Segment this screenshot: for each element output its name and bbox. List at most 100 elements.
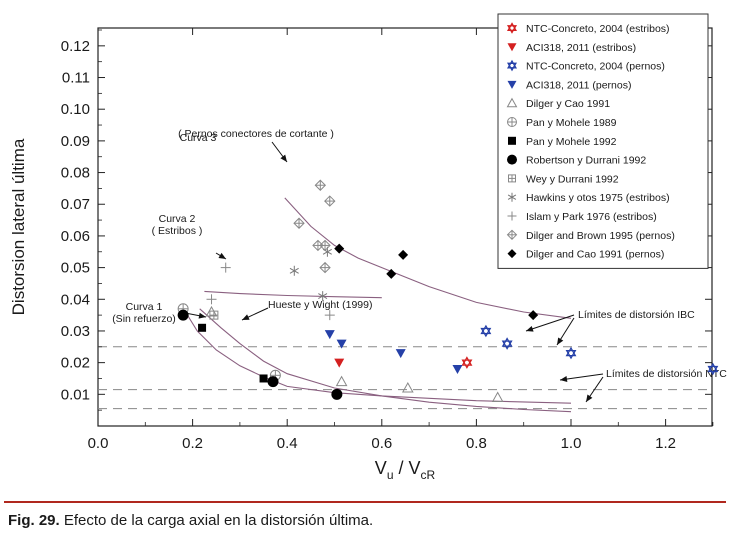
data-point-s11-p5 <box>319 261 331 274</box>
data-point-s3-p3 <box>452 364 463 374</box>
caption-figure-label: Fig. 29. <box>8 512 60 529</box>
legend-label-10: Islam y Park 1976 (estribos) <box>526 211 657 223</box>
data-point-s3-p1 <box>336 339 347 349</box>
legend-marker-6 <box>508 136 516 145</box>
legend-marker-1 <box>507 43 517 52</box>
data-point-s1-p0 <box>334 358 345 368</box>
legend-label-3: ACI318, 2011 (pernos) <box>526 79 631 91</box>
data-point-s2-p0 <box>480 324 492 338</box>
legend-label-8: Wey y Durrani 1992 <box>526 173 619 185</box>
legend-label-9: Hawkins y otos 1975 (estribos) <box>526 192 670 204</box>
x-tick-label: 0.2 <box>182 435 203 452</box>
curve-curva-1 <box>185 311 572 404</box>
x-tick-label: 0.0 <box>88 435 109 452</box>
data-point-s3-p0 <box>324 330 335 340</box>
data-point-s4-p1 <box>335 375 348 387</box>
legend-marker-8 <box>508 174 516 183</box>
y-tick-label: 0.08 <box>61 165 90 182</box>
legend-label-7: Robertson y Durrani 1992 <box>526 155 646 167</box>
legend-label-12: Dilger and Cao 1991 (pernos) <box>526 249 664 261</box>
x-axis-title: Vu / VcR <box>375 458 436 482</box>
annotation-ibc: Límites de distorsión IBC <box>578 309 695 321</box>
y-tick-label: 0.07 <box>61 196 90 213</box>
plot-area <box>97 27 713 427</box>
x-tick-label: 1.2 <box>655 435 676 452</box>
x-tick-label: 0.6 <box>371 435 392 452</box>
annotation-curva3-title: Curva 3 <box>180 132 217 144</box>
data-point-s3-p2 <box>395 349 406 359</box>
curve-curva-2 <box>204 290 382 299</box>
data-point-s6-p0 <box>198 323 207 332</box>
annotation-ibc-arrow-1-head <box>526 325 534 332</box>
y-axis-title: Distorsion lateral última <box>9 138 28 315</box>
legend-label-11: Dilger and Brown 1995 (pernos) <box>526 230 675 242</box>
annotation-curva1-title: Curva 1 <box>126 301 163 313</box>
annotation-curva2-arrow-head <box>218 252 226 259</box>
annotation-ntc: Límites de distorsión NTC <box>606 368 727 380</box>
data-point-s2-p2 <box>565 346 577 360</box>
legend-marker-12 <box>507 249 517 259</box>
data-point-s10-p2 <box>324 310 335 321</box>
annotation-hueste-arrow-head <box>242 314 250 320</box>
annotation-ibc-arrow-2-head <box>557 337 564 345</box>
curve-hueste-y-wight-1999- <box>199 308 572 413</box>
legend-marker-3 <box>507 80 517 89</box>
y-tick-label: 0.09 <box>61 133 90 150</box>
annotation-ntc-arrow-2-head <box>586 394 593 402</box>
figure-caption: Fig. 29. Efecto de la carga axial en la … <box>8 512 373 529</box>
data-point-s7-p1 <box>267 376 279 388</box>
legend-label-5: Pan y Mohele 1989 <box>526 117 617 129</box>
annotation-curva3-subtitle: ( Pernos conectores de cortante ) <box>178 128 334 140</box>
data-point-s0-p0 <box>461 356 473 369</box>
annotation-curva3-arrow-head <box>280 154 287 162</box>
y-tick-label: 0.04 <box>61 291 90 308</box>
y-tick-label: 0.02 <box>61 355 90 372</box>
annotation-curva2-subtitle: ( Estribos ) <box>152 225 203 237</box>
data-point-s4-p3 <box>491 391 504 402</box>
legend-box <box>497 13 709 269</box>
y-tick-label: 0.12 <box>61 38 90 55</box>
y-tick-label: 0.05 <box>61 260 90 277</box>
annotation-curva1-arrow-head <box>198 312 206 319</box>
data-point-s8-p0 <box>209 310 219 320</box>
y-tick-label: 0.03 <box>61 323 90 340</box>
y-tick-label: 0.11 <box>62 70 90 87</box>
legend-marker-11 <box>506 229 518 241</box>
annotation-curva1-subtitle: (Sin refuerzo) <box>112 313 176 325</box>
legend-marker-2 <box>506 59 518 72</box>
legend-label-6: Pan y Mohele 1992 <box>526 136 617 148</box>
data-point-s12-p3 <box>528 310 539 321</box>
legend-label-0: NTC-Concreto, 2004 (estribos) <box>526 23 670 35</box>
data-point-s12-p1 <box>398 249 409 260</box>
annotation-ibc-arrow-1 <box>525 314 575 332</box>
data-point-s7-p0 <box>177 309 189 321</box>
annotation-hueste: Hueste y Wight (1999) <box>268 299 372 311</box>
legend-label-1: ACI318, 2011 (estribos) <box>526 42 636 54</box>
legend-marker-10 <box>507 211 517 221</box>
data-point-s2-p3 <box>707 362 719 376</box>
data-point-s12-p0 <box>334 243 345 254</box>
data-point-s11-p4 <box>319 239 331 252</box>
data-point-s6-p1 <box>259 374 268 383</box>
data-point-s9-p0 <box>289 265 299 276</box>
x-tick-label: 0.4 <box>277 435 298 452</box>
data-point-s4-p2 <box>401 381 414 393</box>
data-point-s11-p1 <box>314 179 327 191</box>
data-point-s7-p2 <box>331 388 343 400</box>
data-point-s10-p0 <box>220 262 231 273</box>
legend-label-2: NTC-Concreto, 2004 (pernos) <box>526 61 665 73</box>
caption-text: Efecto de la carga axial en la distorsió… <box>63 512 374 529</box>
x-tick-label: 1.0 <box>561 435 582 452</box>
data-point-s9-p1 <box>318 291 328 302</box>
annotation-ntc-arrow-1-head <box>560 376 568 383</box>
x-tick-label: 0.8 <box>466 435 487 452</box>
legend-marker-0 <box>506 22 518 34</box>
annotation-curva2-title: Curva 2 <box>159 213 196 225</box>
legend-marker-7 <box>507 154 517 165</box>
caption-rule <box>4 501 726 503</box>
data-point-s11-p2 <box>324 195 336 207</box>
chart-svg: Curva 3( Pernos conectores de cortante )… <box>9 13 727 482</box>
legend-marker-5 <box>507 117 517 127</box>
annotation-ntc-arrow-1 <box>559 373 604 381</box>
